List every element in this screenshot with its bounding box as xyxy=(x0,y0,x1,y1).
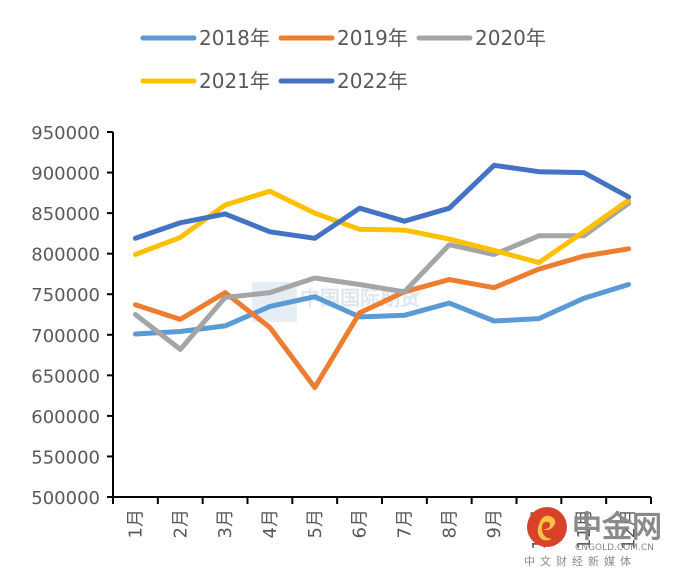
series-line-2021 xyxy=(132,188,632,266)
x-tick-label: 2月 xyxy=(170,509,191,538)
series-group xyxy=(132,162,632,390)
y-tick-label: 950000 xyxy=(31,123,100,144)
y-tick-label: 550000 xyxy=(31,447,100,468)
legend-label: 2019年 xyxy=(337,26,408,50)
x-tick-label: 3月 xyxy=(215,509,236,538)
logo-swirl-icon xyxy=(537,515,556,541)
legend-item-2020: 2020年 xyxy=(416,26,546,50)
logo-sub-text: 中文财经新媒体 xyxy=(524,554,636,568)
y-tick-label: 850000 xyxy=(31,204,100,225)
y-tick-label: 700000 xyxy=(31,326,100,347)
legend-item-2021: 2021年 xyxy=(140,69,270,93)
y-tick-label: 750000 xyxy=(31,285,100,306)
x-tick-label: 12月 xyxy=(619,509,640,550)
x-tick-label: 5月 xyxy=(305,509,326,538)
legend-label: 2020年 xyxy=(475,26,546,50)
x-tick-label: 4月 xyxy=(260,509,281,538)
logo-en-text: CNGOLD.COM.CN xyxy=(575,543,654,553)
series-line-2018 xyxy=(132,282,632,337)
y-tick-label: 900000 xyxy=(31,164,100,185)
axes: 500000 550000 600000 650000 700000 750000 8000… xyxy=(31,123,652,550)
legend-label: 2021年 xyxy=(199,69,270,93)
cngold-logo: 中金网 CNGOLD.COM.CN 中文财经新媒体 xyxy=(524,507,662,568)
logo-cn-text: 中金网 xyxy=(572,510,662,545)
x-tick-label: 7月 xyxy=(394,509,415,538)
x-tick-label: 1月 xyxy=(125,509,146,538)
legend: 2018年 2019年 2020年 2021年 2022年 xyxy=(140,26,546,93)
legend-item-2022: 2022年 xyxy=(278,69,408,93)
y-tick-label: 800000 xyxy=(31,245,100,266)
legend-label: 2022年 xyxy=(337,69,408,93)
series-line-2019 xyxy=(132,246,632,390)
x-tick-label: 9月 xyxy=(484,509,505,538)
y-tick-label: 600000 xyxy=(31,407,100,428)
series-line-2020 xyxy=(132,200,632,352)
logo-circle-icon xyxy=(527,507,567,547)
legend-item-2018: 2018年 xyxy=(140,26,270,50)
x-tick-label: 6月 xyxy=(350,509,371,538)
legend-label: 2018年 xyxy=(199,26,270,50)
y-tick-label: 650000 xyxy=(31,366,100,387)
x-tick-label: 11月 xyxy=(574,509,595,550)
legend-item-2019: 2019年 xyxy=(278,26,408,50)
y-tick-label: 500000 xyxy=(31,488,100,509)
series-line-2022 xyxy=(132,162,632,241)
x-tick-label: 8月 xyxy=(439,509,460,538)
